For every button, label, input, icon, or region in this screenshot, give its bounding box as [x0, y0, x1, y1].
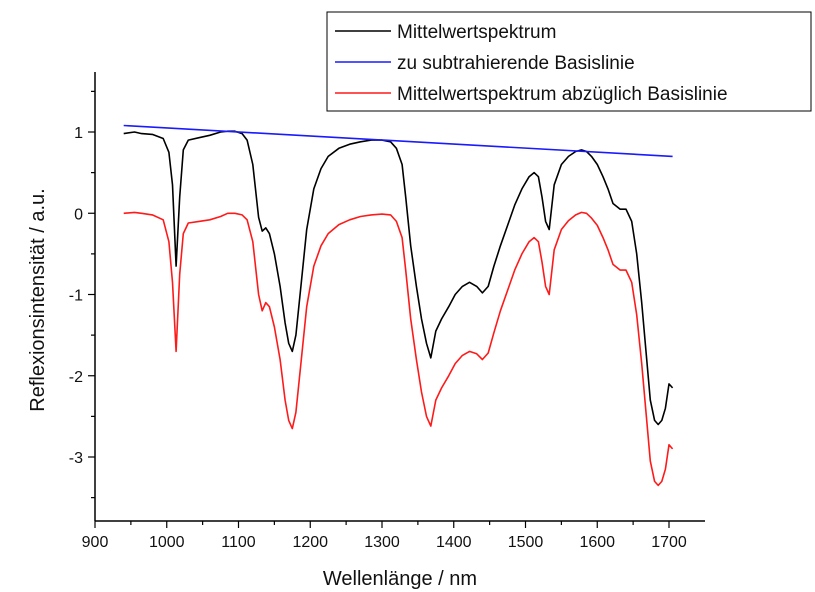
legend-box: [326, 11, 812, 112]
legend-label-abzueglich-basislinie: Mittelwertspektrum abzüglich Basislinie: [397, 84, 728, 105]
legend-label-basislinie: zu subtrahierende Basislinie: [397, 53, 635, 74]
y-tick-label: -3: [69, 450, 83, 467]
y-tick-label: -2: [69, 369, 83, 386]
x-tick-label: 1500: [508, 534, 544, 551]
x-ticks: 900 1000 1100 1200 1300 1400 1500 1600 1700: [82, 521, 687, 551]
x-tick-label: 1200: [292, 534, 328, 551]
x-tick-label: 900: [82, 534, 109, 551]
y-axis-title: Reflexionsintensität / a.u.: [27, 188, 49, 411]
series-abzueglich-basislinie: [123, 211, 674, 487]
y-ticks: 1 0 -1 -2 -3: [69, 90, 95, 499]
x-tick-label: 1400: [436, 534, 472, 551]
x-tick-label: 1600: [579, 534, 615, 551]
x-axis-title: Wellenlänge / nm: [323, 568, 477, 590]
y-tick-label: 0: [74, 206, 83, 223]
series-mittelwertspektrum: [123, 130, 674, 426]
axes: [94, 72, 705, 522]
x-tick-label: 1300: [364, 534, 400, 551]
y-tick-label: -1: [69, 288, 83, 305]
x-tick-label: 1000: [149, 534, 185, 551]
series-basislinie: [123, 124, 673, 158]
legend-label-mittelwertspektrum: Mittelwertspektrum: [397, 22, 556, 43]
x-tick-label: 1100: [221, 534, 256, 551]
y-tick-label: 1: [74, 125, 83, 142]
x-tick-label: 1700: [651, 534, 687, 551]
legend: Mittelwertspektrum zu subtrahierende Bas…: [326, 11, 812, 112]
series-layer: [123, 124, 674, 487]
